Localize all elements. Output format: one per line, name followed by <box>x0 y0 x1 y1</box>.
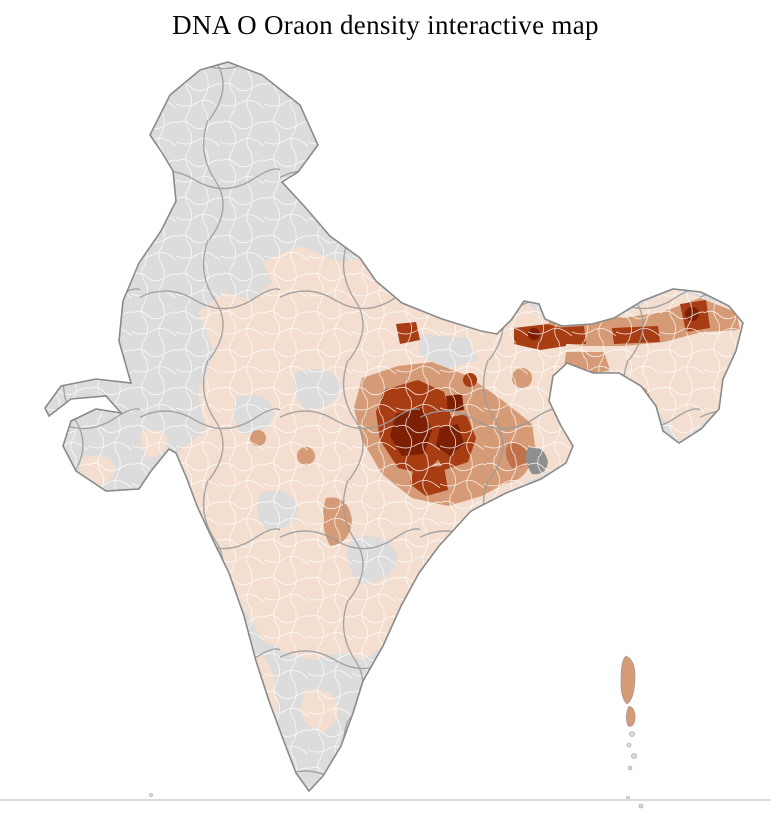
bottom-divider <box>0 799 771 801</box>
andaman-main-islands[interactable] <box>620 655 636 727</box>
state-borders-overlay <box>45 62 743 791</box>
andaman-nicobar-islands[interactable] <box>149 655 644 809</box>
nicobar-islets[interactable] <box>149 731 644 809</box>
page-title: DNA O Oraon density interactive map <box>172 10 599 40</box>
